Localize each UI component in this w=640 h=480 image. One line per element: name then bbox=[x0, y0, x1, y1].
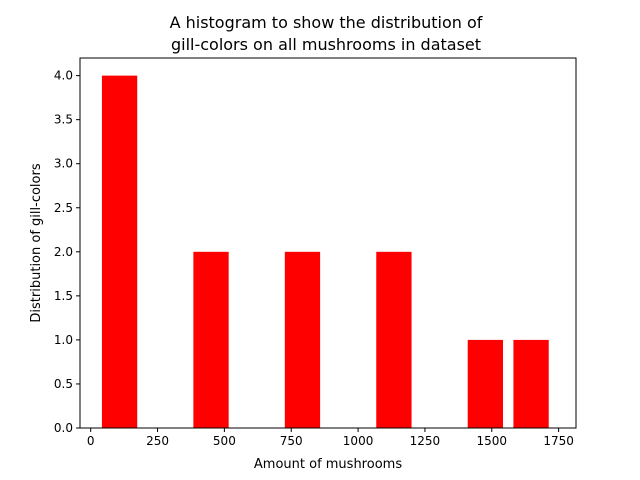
histogram-bar-6 bbox=[513, 339, 549, 428]
y-tick-label: 1.0 bbox=[54, 333, 73, 347]
chart-title-line-1: A histogram to show the distribution of bbox=[170, 13, 483, 32]
y-tick-label: 4.0 bbox=[54, 69, 73, 83]
bars-group bbox=[101, 75, 549, 429]
y-tick-label: 0.0 bbox=[54, 421, 73, 435]
x-axis-ticks: 0 250 500 750 1000 1250 1500 1750 bbox=[87, 428, 574, 448]
y-tick-label: 1.5 bbox=[54, 289, 73, 303]
x-tick-label: 750 bbox=[280, 434, 303, 448]
x-tick-label: 1750 bbox=[543, 434, 574, 448]
y-axis-ticks: 0.0 0.5 1.0 1.5 2.0 2.5 3.0 3.5 4.0 bbox=[54, 69, 80, 435]
x-tick-label: 0 bbox=[87, 434, 95, 448]
histogram-bar-1 bbox=[101, 75, 138, 429]
chart-title-line-2: gill-colors on all mushrooms in dataset bbox=[171, 35, 481, 54]
histogram-bar-4 bbox=[376, 251, 412, 428]
y-axis-label: Distribution of gill-colors bbox=[29, 163, 44, 322]
y-tick-label: 3.0 bbox=[54, 157, 73, 171]
x-tick-label: 250 bbox=[146, 434, 169, 448]
y-tick-label: 2.0 bbox=[54, 245, 73, 259]
histogram-bar-2 bbox=[193, 251, 229, 428]
histogram-bar-5 bbox=[467, 339, 503, 428]
y-tick-label: 3.5 bbox=[54, 113, 73, 127]
y-tick-label: 2.5 bbox=[54, 201, 73, 215]
x-tick-label: 1500 bbox=[477, 434, 508, 448]
x-tick-label: 1250 bbox=[410, 434, 441, 448]
x-tick-label: 500 bbox=[213, 434, 236, 448]
plot-frame bbox=[79, 57, 577, 429]
x-tick-label: 1000 bbox=[343, 434, 374, 448]
x-axis-label: Amount of mushrooms bbox=[254, 457, 402, 472]
y-tick-label: 0.5 bbox=[54, 377, 73, 391]
histogram-bar-3 bbox=[284, 251, 321, 428]
